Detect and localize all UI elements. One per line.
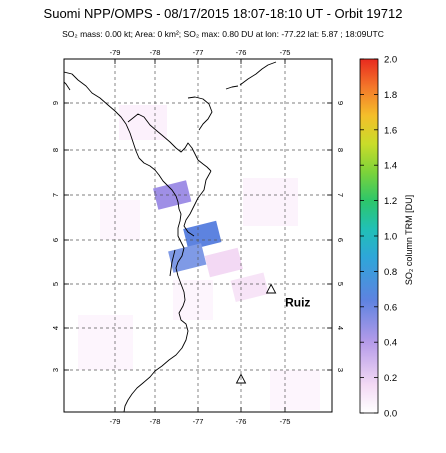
lon-tick-bottom: -77	[193, 417, 204, 426]
so2-faint-pixel	[270, 370, 320, 410]
lon-tick-top: -77	[193, 48, 204, 57]
map-ticks	[64, 59, 332, 412]
graticule	[64, 59, 332, 412]
lat-tick-right: 4	[336, 326, 345, 330]
so2-faint-pixel	[243, 178, 298, 226]
colorbar-tick-label: 0.6	[384, 302, 397, 313]
volcano-label: Ruiz	[285, 296, 310, 310]
colorbar-label: SO₂ column TRM [DU]	[404, 195, 414, 285]
bottom-lon-labels: -79 -78 -77 -76 -75	[110, 417, 291, 426]
so2-pixel-layer	[78, 105, 320, 410]
right-lat-labels: 9 8 7 6 5 4 3	[336, 101, 345, 372]
lat-tick-left: 9	[51, 101, 60, 105]
map-title: Suomi NPP/OMPS - 08/17/2015 18:07-18:10 …	[43, 6, 403, 21]
lon-tick-top: -76	[236, 48, 247, 57]
lat-tick-right: 3	[336, 368, 345, 372]
so2-pixel	[183, 220, 222, 251]
volcano-marker-icon	[265, 283, 277, 294]
colorbar-ticks: 2.0 1.8 1.6 1.4 1.2 1.0 0.8 0.6 0.4 0.2 0.0	[360, 55, 397, 420]
colorbar-tick-label: 1.2	[384, 196, 397, 207]
left-lat-labels: 9 8 7 6 5 4 3	[51, 101, 60, 372]
colorbar-tick-label: 0.0	[384, 409, 397, 420]
lat-tick-left: 6	[51, 238, 60, 242]
so2-faint-pixel	[119, 105, 167, 140]
lat-tick-right: 5	[336, 282, 345, 286]
lat-tick-left: 3	[51, 368, 60, 372]
so2-faint-pixel	[173, 280, 213, 320]
lon-tick-top: -75	[280, 48, 291, 57]
colorbar-tick-label: 0.8	[384, 267, 397, 278]
lat-tick-left: 8	[51, 148, 60, 152]
lon-tick-top: -78	[150, 48, 161, 57]
lon-tick-top: -79	[110, 48, 121, 57]
so2-faint-pixel	[78, 315, 133, 370]
lat-tick-left: 4	[51, 326, 60, 330]
volcano-marker-icon	[235, 373, 247, 384]
colorbar-tick-label: 1.6	[384, 125, 397, 136]
colorbar-tick-label: 0.2	[384, 373, 397, 384]
so2-pixel	[230, 272, 269, 303]
lat-tick-right: 8	[336, 148, 345, 152]
so2-faint-pixel	[100, 200, 140, 240]
volcano-layer: Ruiz	[235, 283, 310, 384]
lon-tick-bottom: -78	[150, 417, 161, 426]
colorbar-tick-label: 1.0	[384, 232, 397, 243]
colorbar-tick-label: 2.0	[384, 55, 397, 66]
lat-tick-right: 7	[336, 193, 345, 197]
lon-tick-bottom: -76	[236, 417, 247, 426]
lat-tick-right: 9	[336, 101, 345, 105]
so2-pixel	[168, 243, 207, 273]
colorbar-tick-label: 1.4	[384, 161, 397, 172]
colorbar-tick-label: 1.8	[384, 90, 397, 101]
lat-tick-right: 6	[336, 238, 345, 242]
lat-tick-left: 5	[51, 282, 60, 286]
map-subtitle: SO₂ mass: 0.00 kt; Area: 0 km²; SO₂ max:…	[62, 29, 384, 39]
so2-pixel	[204, 247, 243, 278]
top-lon-labels: -79 -78 -77 -76 -75	[110, 48, 291, 57]
lon-tick-bottom: -79	[110, 417, 121, 426]
colorbar-tick-label: 0.4	[384, 338, 397, 349]
coastline	[64, 61, 277, 412]
lat-tick-left: 7	[51, 193, 60, 197]
lon-tick-bottom: -75	[280, 417, 291, 426]
